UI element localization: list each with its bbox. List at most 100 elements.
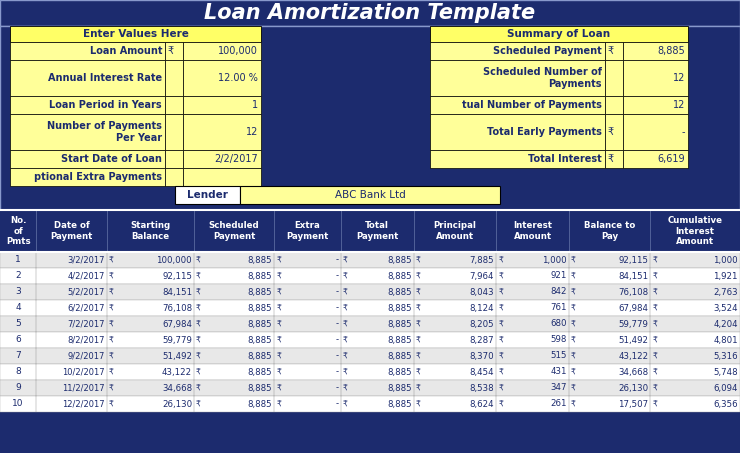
Text: ₹: ₹ [196,367,201,376]
Text: ₹: ₹ [343,288,348,297]
Text: ₹: ₹ [196,400,201,409]
Text: 8,885: 8,885 [387,304,411,313]
Bar [623,96,688,114]
Text: ₹: ₹ [416,271,420,280]
Bar [605,96,623,114]
Text: ₹: ₹ [276,304,281,313]
Text: 76,108: 76,108 [162,304,192,313]
Bar [623,42,688,60]
Text: 8,885: 8,885 [248,304,272,313]
Text: ABC Bank Ltd: ABC Bank Ltd [334,190,406,200]
Text: ₹: ₹ [109,352,114,361]
Text: 7/2/2017: 7/2/2017 [67,319,105,328]
Text: ₹: ₹ [343,336,348,344]
Bar [183,150,261,168]
Text: ₹: ₹ [416,319,420,328]
Text: 7,885: 7,885 [470,255,494,265]
Text: Balance to
Pay: Balance to Pay [584,222,635,241]
Text: 8,885: 8,885 [387,255,411,265]
Bar [183,114,261,150]
Text: ₹: ₹ [652,400,657,409]
Text: ₹: ₹ [571,400,576,409]
Text: -: - [336,255,339,265]
Text: -: - [682,127,685,137]
Text: Interest
Amount: Interest Amount [513,222,552,241]
Text: 8,538: 8,538 [470,384,494,392]
Text: 9/2/2017: 9/2/2017 [67,352,105,361]
Text: 8,885: 8,885 [248,336,272,344]
Text: ₹: ₹ [498,319,503,328]
Text: ₹: ₹ [652,271,657,280]
Text: 1: 1 [252,100,258,110]
Text: 8,043: 8,043 [470,288,494,297]
Text: -: - [336,336,339,344]
Text: ₹: ₹ [109,319,114,328]
Bar [430,114,605,150]
Text: 7: 7 [16,352,21,361]
Text: Loan Period in Years: Loan Period in Years [50,100,162,110]
Text: 12/2/2017: 12/2/2017 [62,400,105,409]
Text: ₹: ₹ [652,384,657,392]
Text: 11/2/2017: 11/2/2017 [62,384,105,392]
Bar [605,150,623,168]
Text: ₹: ₹ [343,384,348,392]
Text: ₹: ₹ [416,336,420,344]
Text: 8,885: 8,885 [248,367,272,376]
Bar [0,252,740,268]
Text: 680: 680 [551,319,567,328]
Bar [165,168,183,186]
Text: ₹: ₹ [571,319,576,328]
Text: 51,492: 51,492 [162,352,192,361]
Text: 92,115: 92,115 [162,271,192,280]
Text: 84,151: 84,151 [162,288,192,297]
Bar [0,316,740,332]
Text: -: - [336,319,339,328]
Bar [10,60,165,96]
Text: 12: 12 [246,127,258,137]
Text: 6,094: 6,094 [713,384,738,392]
Text: 67,984: 67,984 [618,304,648,313]
Text: ₹: ₹ [571,384,576,392]
Text: 34,668: 34,668 [162,384,192,392]
Text: Number of Payments
Per Year: Number of Payments Per Year [47,121,162,143]
Text: ₹: ₹ [571,352,576,361]
Text: 1,921: 1,921 [713,271,738,280]
Text: ₹: ₹ [571,304,576,313]
Text: 8,885: 8,885 [387,288,411,297]
Text: ₹: ₹ [196,384,201,392]
Bar [183,96,261,114]
Bar [10,26,261,42]
Text: ₹: ₹ [109,288,114,297]
Text: 100,000: 100,000 [218,46,258,56]
Text: -: - [336,367,339,376]
Text: tual Number of Payments: tual Number of Payments [462,100,602,110]
Text: ₹: ₹ [571,336,576,344]
Text: ₹: ₹ [498,384,503,392]
Text: Annual Interest Rate: Annual Interest Rate [48,73,162,83]
Bar [0,332,740,348]
Text: Start Date of Loan: Start Date of Loan [61,154,162,164]
Bar [165,96,183,114]
Text: -: - [336,304,339,313]
Text: ₹: ₹ [498,304,503,313]
Bar [0,268,740,284]
Text: Loan Amount: Loan Amount [90,46,162,56]
Bar [175,186,240,204]
Text: 59,779: 59,779 [619,319,648,328]
Text: 1: 1 [16,255,21,265]
Text: ₹: ₹ [607,154,613,164]
Text: 8,885: 8,885 [387,400,411,409]
Text: 8,205: 8,205 [470,319,494,328]
Bar [165,42,183,60]
Text: 4: 4 [16,304,21,313]
Text: 6: 6 [16,336,21,344]
Text: ptional Extra Payments: ptional Extra Payments [34,172,162,182]
Text: 6/2/2017: 6/2/2017 [67,304,105,313]
Text: ₹: ₹ [276,400,281,409]
Text: 26,130: 26,130 [618,384,648,392]
Bar [10,96,165,114]
Text: 8,124: 8,124 [470,304,494,313]
Text: 4/2/2017: 4/2/2017 [67,271,105,280]
Text: ₹: ₹ [652,352,657,361]
Text: ₹: ₹ [571,271,576,280]
